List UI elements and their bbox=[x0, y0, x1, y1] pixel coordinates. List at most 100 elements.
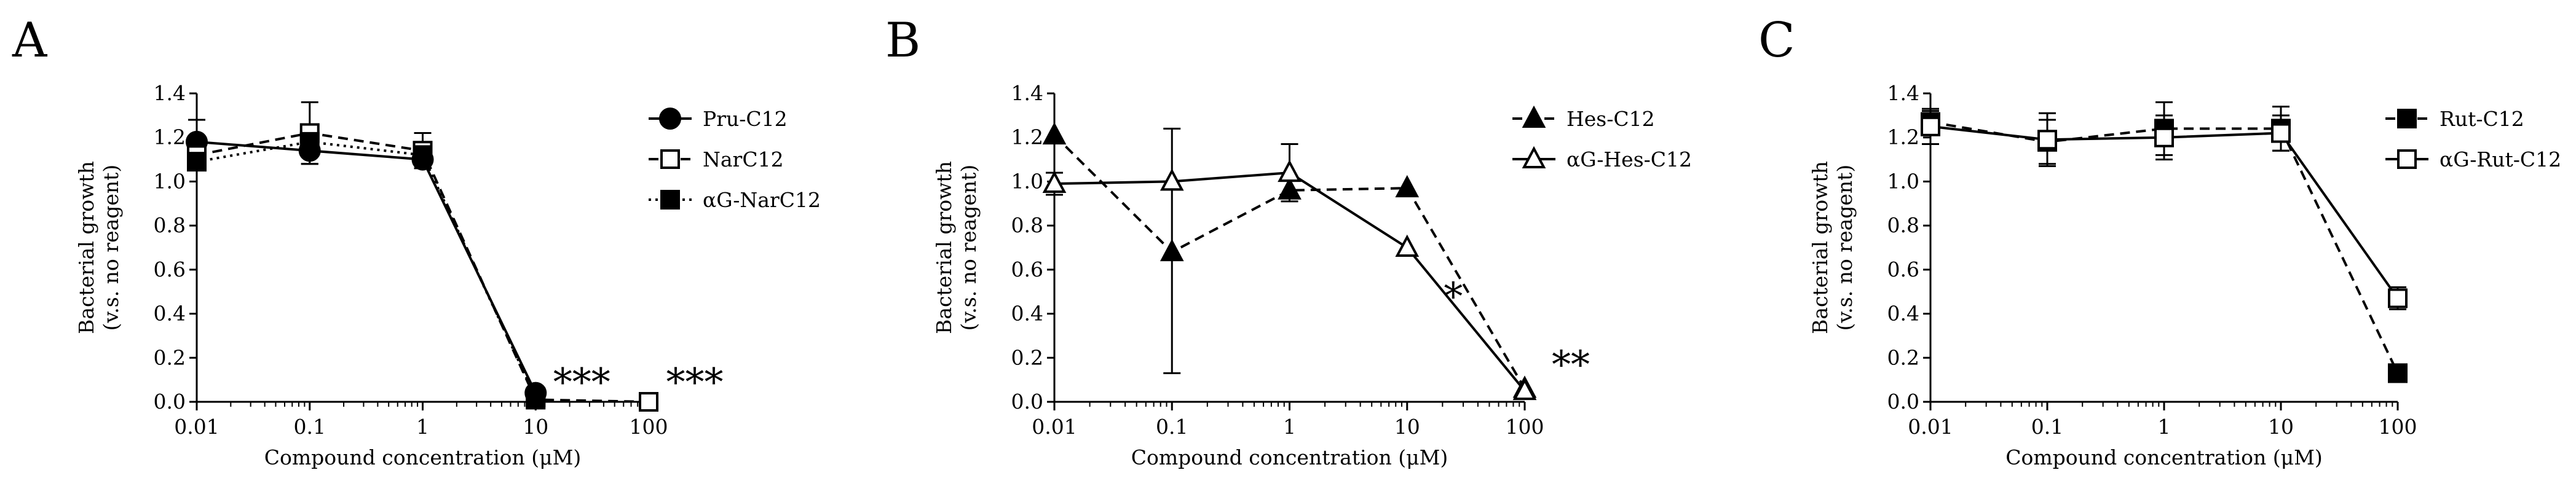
data-point bbox=[1395, 234, 1420, 257]
y-tick-label: 0.0 bbox=[1011, 390, 1043, 413]
legend-label: Hes-C12 bbox=[1567, 107, 1655, 131]
legend-entry: αG-NarC12 bbox=[649, 188, 821, 212]
data-point bbox=[299, 131, 320, 152]
x-tick-label: 1 bbox=[2158, 415, 2171, 439]
data-point bbox=[639, 392, 658, 412]
legend-entry: NarC12 bbox=[649, 147, 784, 171]
y-tick-label: 1.4 bbox=[154, 81, 186, 105]
data-point bbox=[526, 387, 546, 407]
y-axis-title: Bacterial growth bbox=[1808, 161, 1832, 334]
y-tick-label: 1.4 bbox=[1887, 81, 1919, 105]
y-tick-label: 0.6 bbox=[1887, 257, 1919, 281]
legend-label: Rut-C12 bbox=[2440, 107, 2524, 131]
legend-marker bbox=[1522, 146, 1546, 168]
x-tick-label: 0.1 bbox=[2031, 415, 2063, 439]
significance-label: *** bbox=[553, 360, 610, 405]
legend-label: Pru-C12 bbox=[703, 107, 788, 131]
y-tick-label: 1.4 bbox=[1011, 81, 1043, 105]
y-tick-label: 1.0 bbox=[154, 169, 186, 193]
legend-label: αG-Rut-C12 bbox=[2440, 147, 2561, 171]
data-point bbox=[187, 152, 207, 172]
x-tick-label: 1 bbox=[1283, 415, 1296, 439]
data-point bbox=[1512, 377, 1537, 401]
x-tick-label: 0.1 bbox=[1156, 415, 1188, 439]
x-tick-label: 100 bbox=[1506, 415, 1544, 439]
significance-label: ** bbox=[1552, 342, 1590, 387]
legend-marker bbox=[2397, 109, 2417, 128]
x-tick-label: 100 bbox=[2379, 415, 2417, 439]
data-point bbox=[1042, 122, 1067, 145]
panel-letter: B bbox=[885, 13, 920, 68]
y-tick-label: 1.2 bbox=[1011, 125, 1043, 149]
data-point bbox=[1395, 174, 1420, 198]
x-tick-label: 1 bbox=[416, 415, 429, 439]
y-axis-title: Bacterial growth bbox=[932, 161, 956, 334]
x-tick-label: 0.01 bbox=[1032, 415, 1077, 439]
y-tick-label: 0.6 bbox=[1011, 257, 1043, 281]
y-tick-label: 1.2 bbox=[1887, 125, 1919, 149]
series-αG-Hes-C12 bbox=[1042, 127, 1537, 401]
x-tick-label: 10 bbox=[523, 415, 548, 439]
x-axis-title: Compound concentration (μM) bbox=[264, 445, 582, 469]
y-tick-label: 0.0 bbox=[154, 390, 186, 413]
y-axis-subtitle: (v.s. no reagent) bbox=[99, 165, 123, 331]
data-point bbox=[1921, 116, 1940, 136]
x-tick-label: 100 bbox=[630, 415, 668, 439]
legend-entry: Rut-C12 bbox=[2385, 107, 2524, 131]
x-tick-label: 0.1 bbox=[294, 415, 326, 439]
x-axis-title: Compound concentration (μM) bbox=[1131, 445, 1448, 469]
y-tick-label: 0.2 bbox=[154, 345, 186, 369]
y-axis-subtitle: (v.s. no reagent) bbox=[1833, 165, 1857, 331]
x-tick-label: 10 bbox=[2268, 415, 2294, 439]
series-line bbox=[196, 140, 537, 394]
y-tick-label: 0.4 bbox=[1011, 302, 1043, 326]
series-line bbox=[196, 140, 537, 398]
legend-marker bbox=[1522, 105, 1546, 128]
legend-marker bbox=[659, 108, 681, 130]
significance-label: *** bbox=[666, 360, 724, 405]
legend-marker bbox=[660, 149, 680, 169]
y-tick-label: 0.8 bbox=[1887, 213, 1919, 237]
legend-marker bbox=[2397, 149, 2417, 169]
y-tick-label: 1.0 bbox=[1887, 169, 1919, 193]
data-point bbox=[2271, 123, 2291, 143]
x-tick-label: 0.01 bbox=[1908, 415, 1953, 439]
y-tick-label: 0.8 bbox=[1011, 213, 1043, 237]
series-αG-Rut-C12 bbox=[1921, 108, 2408, 310]
y-tick-label: 0.0 bbox=[1887, 390, 1919, 413]
data-point bbox=[2037, 130, 2057, 150]
legend-label: NarC12 bbox=[703, 147, 784, 171]
y-axis-subtitle: (v.s. no reagent) bbox=[957, 165, 981, 331]
y-tick-label: 1.0 bbox=[1011, 169, 1043, 193]
y-tick-label: 0.8 bbox=[154, 213, 186, 237]
x-tick-label: 0.01 bbox=[174, 415, 219, 439]
y-tick-label: 0.4 bbox=[1887, 302, 1919, 326]
data-point bbox=[1042, 170, 1067, 194]
y-tick-label: 0.2 bbox=[1887, 345, 1919, 369]
x-axis-title: Compound concentration (μM) bbox=[2005, 445, 2323, 469]
legend-label: αG-Hes-C12 bbox=[1567, 147, 1692, 171]
panel-letter: A bbox=[12, 13, 48, 68]
data-point bbox=[1278, 159, 1302, 182]
data-point bbox=[2154, 127, 2174, 147]
y-tick-label: 1.2 bbox=[154, 125, 186, 149]
legend-entry: Hes-C12 bbox=[1512, 105, 1655, 131]
panel-b: B 0.0 0.2 0.4 0.6 0.8 1.0 1.2 1.4 0.01 0.1 1 10 100 Co… bbox=[885, 13, 1692, 469]
legend-entry: αG-Rut-C12 bbox=[2385, 147, 2561, 171]
data-point bbox=[1160, 168, 1184, 191]
series-Pru-C12 bbox=[186, 119, 547, 404]
data-point bbox=[413, 145, 433, 165]
panel-c: C 0.0 0.2 0.4 0.6 0.8 1.0 1.2 1.4 0.01 0.1 1 10 100 Co… bbox=[1758, 13, 2561, 469]
series-αG-NarC12 bbox=[187, 131, 546, 407]
legend-entry: Pru-C12 bbox=[649, 107, 788, 131]
y-tick-label: 0.4 bbox=[154, 302, 186, 326]
legend-entry: αG-Hes-C12 bbox=[1512, 146, 1692, 171]
y-tick-label: 0.2 bbox=[1011, 345, 1043, 369]
data-point bbox=[2388, 288, 2408, 308]
y-tick-label: 0.6 bbox=[154, 257, 186, 281]
panel-letter: C bbox=[1758, 13, 1795, 68]
significance-label: * bbox=[1444, 274, 1463, 319]
legend-label: αG-NarC12 bbox=[703, 188, 821, 212]
legend-marker bbox=[660, 190, 680, 210]
